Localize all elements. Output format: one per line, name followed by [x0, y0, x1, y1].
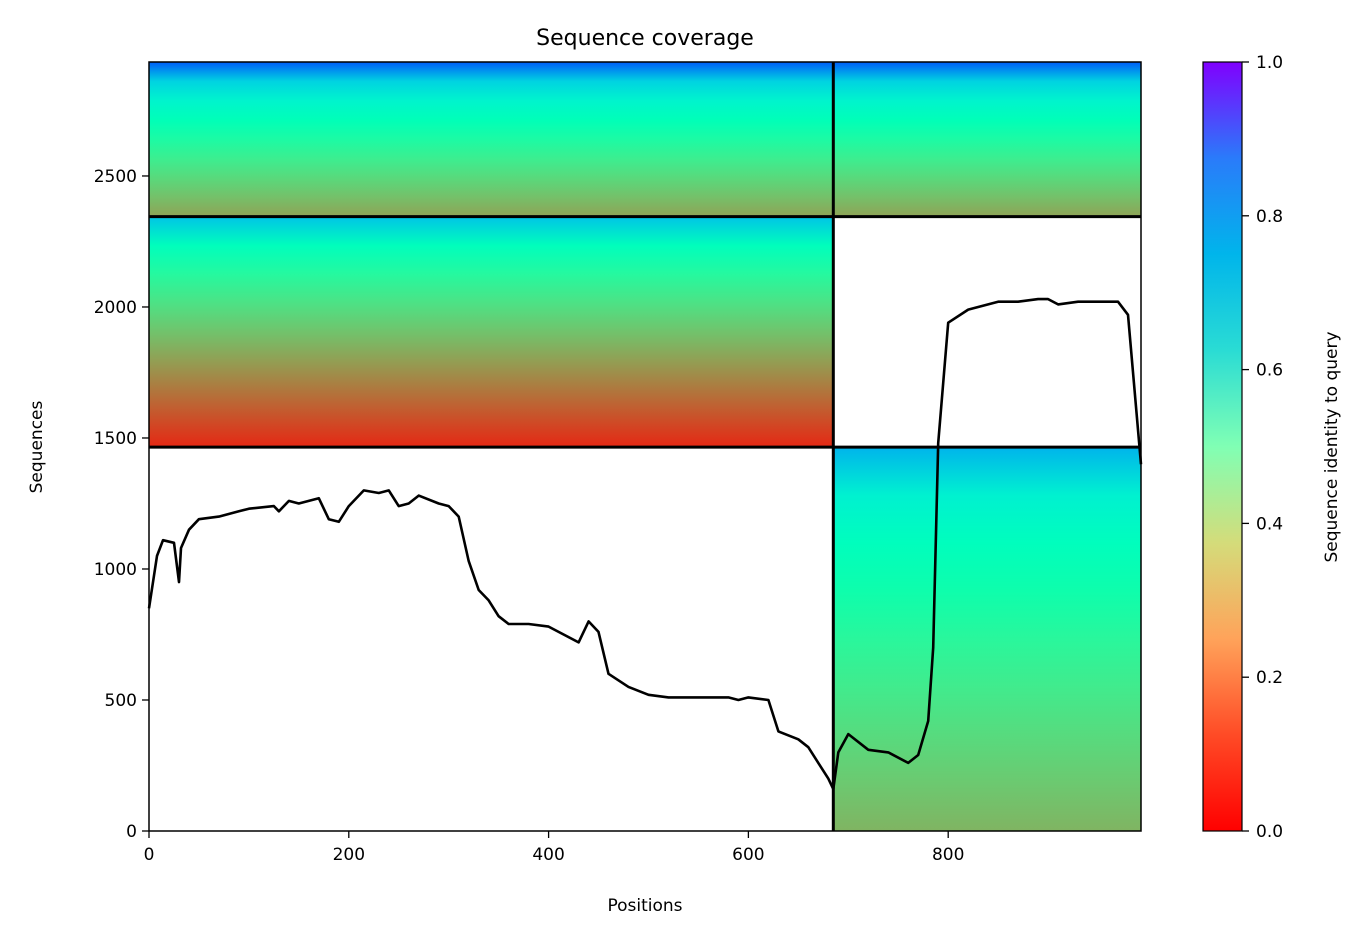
y-axis-label: Sequences	[27, 401, 47, 494]
x-tick-label: 600	[732, 845, 764, 865]
x-tick-label: 200	[333, 845, 365, 865]
colorbar-tick-label: 0.4	[1256, 514, 1283, 534]
y-tick-label: 2000	[94, 298, 137, 318]
colorbar	[1202, 61, 1243, 832]
plot-frame	[148, 61, 1142, 832]
x-tick-label: 400	[532, 845, 564, 865]
coverage-line	[147, 297, 1143, 791]
colorbar-tick-label: 0.0	[1256, 822, 1283, 842]
y-axis: 0 500 1000 1500 2000 2500	[94, 167, 149, 842]
y-tick-label: 1500	[94, 429, 137, 449]
y-tick-label: 2500	[94, 167, 137, 187]
coverage-block	[833, 447, 1141, 831]
x-tick-label: 800	[932, 845, 964, 865]
colorbar-tick-label: 0.2	[1256, 668, 1283, 688]
y-tick-label: 500	[105, 691, 137, 711]
x-tick-label: 0	[144, 845, 155, 865]
coverage-block	[149, 62, 1141, 217]
y-tick-label: 1000	[94, 560, 137, 580]
colorbar-label: Sequence identity to query	[1322, 331, 1342, 562]
coverage-block	[149, 216, 834, 448]
x-axis-label: Positions	[607, 896, 682, 916]
colorbar-ticks: 0.0 0.2 0.4 0.6 0.8 1.0	[1242, 53, 1283, 842]
y-tick-label: 0	[126, 822, 137, 842]
chart-title: Sequence coverage	[536, 26, 754, 51]
colorbar-tick-label: 0.8	[1256, 207, 1283, 227]
coverage-line-layer	[147, 297, 1143, 791]
coverage-blocks	[149, 62, 1141, 831]
segment-dividers	[149, 62, 1141, 831]
colorbar-tick-label: 0.6	[1256, 361, 1283, 381]
x-axis: 0 200 400 600 800	[144, 831, 964, 865]
colorbar-tick-label: 1.0	[1256, 53, 1283, 73]
